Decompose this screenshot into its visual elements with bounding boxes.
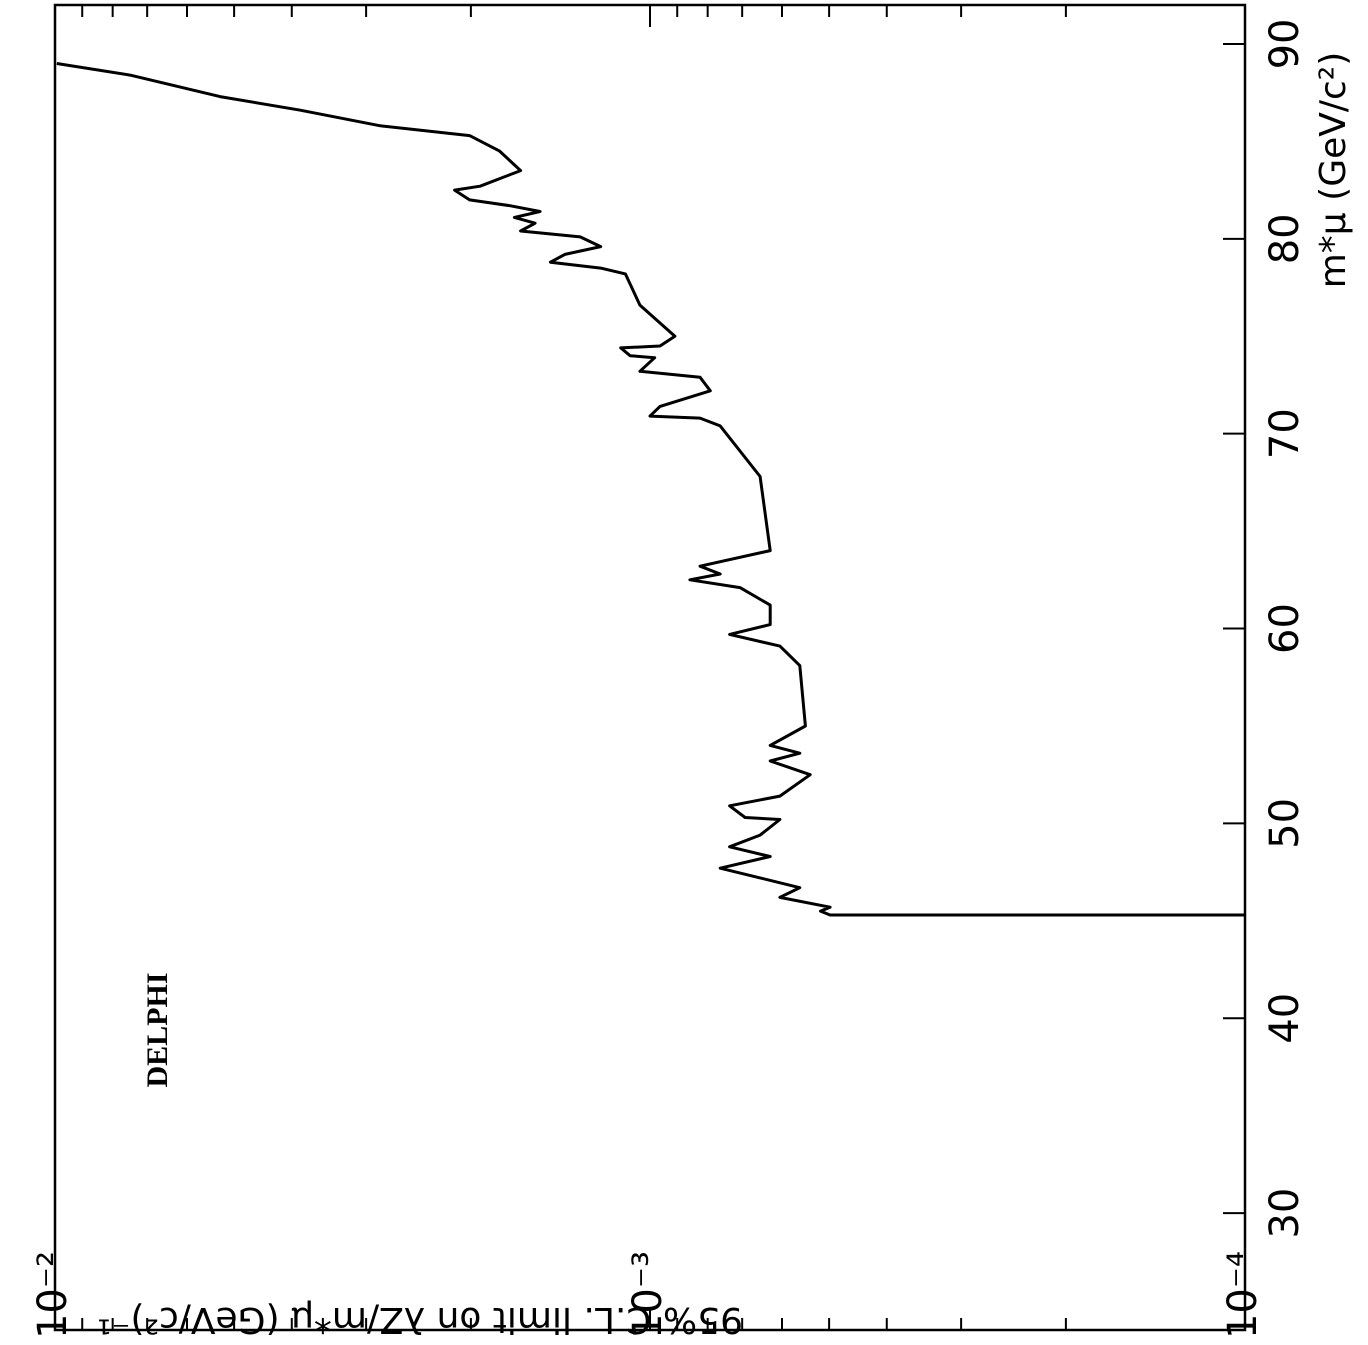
- y-axis-title: 95% C.L. limit on λZ/m*μ (GeV/c²)⁻¹: [97, 1299, 743, 1340]
- x-tick-label: 90: [1262, 19, 1308, 70]
- y-tick-label: 10⁻²: [30, 1251, 76, 1339]
- x-tick-label: 30: [1262, 1188, 1308, 1239]
- x-tick-label: 80: [1262, 213, 1308, 264]
- plot-frame: [53, 3, 1247, 1332]
- x-tick-label: 60: [1262, 603, 1308, 654]
- x-tick-label: 50: [1262, 798, 1308, 849]
- x-tick-label: 70: [1262, 408, 1308, 459]
- data-line: [56, 62, 1245, 917]
- annotation: DELPHI: [141, 972, 174, 1087]
- x-axis-title: m*μ (GeV/c²): [1313, 52, 1354, 289]
- y-tick-label: 10⁻³: [625, 1251, 671, 1339]
- y-tick-label: 10⁻⁴: [1220, 1251, 1266, 1339]
- x-tick-label: 40: [1262, 993, 1308, 1044]
